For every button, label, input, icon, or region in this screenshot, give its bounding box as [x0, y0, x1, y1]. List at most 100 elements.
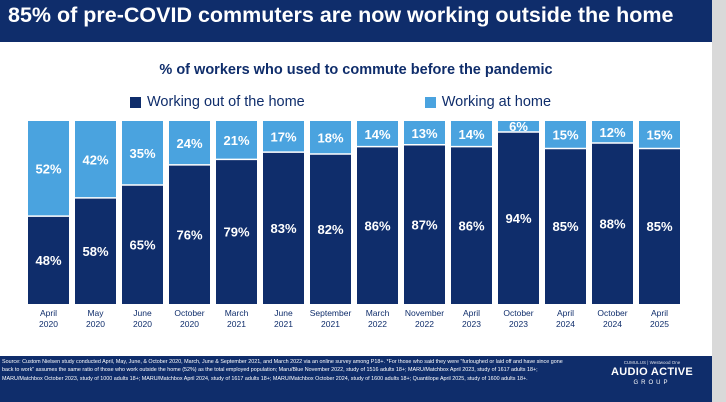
data-label-at-home: 17%: [270, 130, 296, 145]
data-label-at-home: 13%: [411, 126, 437, 141]
data-label-at-home: 24%: [176, 136, 202, 151]
bar-at-home: [357, 121, 398, 147]
data-label-at-home: 15%: [646, 128, 672, 143]
data-label-at-home: 14%: [458, 127, 484, 142]
stacked-bar-chart: 48%52%April202058%42%May202065%35%June20…: [28, 119, 680, 329]
data-label-out-of-home: 85%: [646, 219, 672, 234]
data-label-at-home: 6%: [509, 119, 528, 134]
logo-sub-text: GROUP: [633, 380, 671, 386]
data-label-out-of-home: 88%: [599, 216, 625, 231]
logo-main-text: AUDIO ACTIVE: [610, 366, 694, 378]
legend-label-out-of-home: Working out of the home: [147, 94, 305, 110]
x-tick-label-year: 2020: [86, 319, 105, 329]
bar-out-of-home: [310, 153, 351, 304]
chart-title: % of workers who used to commute before …: [159, 62, 553, 78]
x-tick-label-month: April: [651, 308, 668, 318]
bar-at-home: [545, 121, 586, 149]
bar-at-home: [451, 121, 492, 147]
bar-out-of-home: [169, 164, 210, 304]
data-label-at-home: 52%: [35, 162, 61, 177]
x-tick-label-month: April: [557, 308, 574, 318]
bar-out-of-home: [216, 159, 257, 304]
x-tick-label-year: 2021: [227, 319, 246, 329]
x-tick-label-month: April: [463, 308, 480, 318]
bar-at-home: [216, 121, 257, 160]
bar-at-home: [639, 121, 680, 149]
audio-active-group-logo: CUMULUS | Westwood One AUDIO ACTIVE GROU…: [596, 360, 708, 396]
legend-label-at-home: Working at home: [441, 94, 552, 110]
x-tick-label-month: October: [597, 308, 627, 318]
bar-at-home: [404, 121, 445, 145]
bar-out-of-home: [545, 148, 586, 304]
data-label-at-home: 42%: [82, 152, 108, 167]
data-label-at-home: 18%: [317, 130, 343, 145]
bar-out-of-home: [639, 148, 680, 304]
bar-at-home: [122, 121, 163, 186]
source-note: Source: Custom Nielsen study conducted A…: [2, 359, 563, 382]
x-tick-label-year: 2022: [368, 319, 387, 329]
x-tick-label-month: June: [274, 308, 293, 318]
data-label-out-of-home: 58%: [82, 244, 108, 259]
bar-out-of-home: [357, 146, 398, 304]
bar-at-home: [169, 121, 210, 165]
x-tick-label-month: November: [405, 308, 444, 318]
data-label-out-of-home: 76%: [176, 227, 202, 242]
data-label-at-home: 14%: [364, 127, 390, 142]
x-tick-label-month: April: [40, 308, 57, 318]
data-label-out-of-home: 82%: [317, 222, 343, 237]
logo-top-text: CUMULUS | Westwood One: [623, 360, 681, 365]
bar-at-home: [263, 121, 304, 153]
data-label-out-of-home: 83%: [270, 221, 296, 236]
x-tick-label-year: 2020: [180, 319, 199, 329]
x-tick-label-year: 2020: [133, 319, 152, 329]
data-label-out-of-home: 65%: [129, 238, 155, 253]
legend-entry-at-home: Working at home: [424, 94, 552, 110]
data-label-at-home: 15%: [552, 128, 578, 143]
x-tick-label-year: 2025: [650, 319, 669, 329]
bar-out-of-home: [263, 152, 304, 304]
x-tick-label-month: May: [87, 308, 104, 318]
x-tick-label-month: October: [174, 308, 204, 318]
bar-out-of-home: [75, 197, 116, 304]
x-tick-label-year: 2020: [39, 319, 58, 329]
legend-swatch-out-of-home: [130, 96, 141, 108]
data-label-out-of-home: 85%: [552, 219, 578, 234]
bar-out-of-home: [498, 131, 539, 304]
page-edge: [712, 0, 726, 402]
x-tick-label-year: 2024: [603, 319, 622, 329]
data-label-at-home: 12%: [599, 125, 625, 140]
x-tick-label-year: 2021: [274, 319, 293, 329]
data-label-out-of-home: 48%: [35, 253, 61, 268]
data-label-at-home: 35%: [129, 146, 155, 161]
chart-legend: Working out of the home Working at home: [130, 92, 551, 112]
x-tick-label-year: 2024: [556, 319, 575, 329]
x-tick-label-month: March: [366, 308, 390, 318]
data-label-out-of-home: 87%: [411, 217, 437, 232]
legend-swatch-at-home: [424, 96, 436, 108]
legend-entry-out-of-home: Working out of the home: [130, 94, 305, 110]
bar-at-home: [75, 121, 116, 198]
bar-at-home: [592, 121, 633, 143]
footer: Source: Custom Nielsen study conducted A…: [0, 356, 712, 402]
data-label-at-home: 21%: [223, 133, 249, 148]
data-label-out-of-home: 94%: [505, 211, 531, 226]
x-tick-label-month: September: [310, 308, 352, 318]
bar-out-of-home: [404, 144, 445, 304]
x-tick-label-year: 2022: [415, 319, 434, 329]
x-tick-label-year: 2023: [462, 319, 481, 329]
x-tick-label-year: 2021: [321, 319, 340, 329]
x-tick-label-month: October: [503, 308, 533, 318]
x-tick-label-year: 2023: [509, 319, 528, 329]
bar-out-of-home: [28, 216, 69, 304]
bar-at-home: [498, 121, 539, 132]
data-label-out-of-home: 86%: [458, 218, 484, 233]
bar-out-of-home: [592, 142, 633, 304]
bar-at-home: [28, 121, 69, 217]
bar-at-home: [310, 121, 351, 154]
data-label-out-of-home: 86%: [364, 218, 390, 233]
x-tick-label-month: March: [225, 308, 249, 318]
data-label-out-of-home: 79%: [223, 225, 249, 240]
x-tick-label-month: June: [133, 308, 152, 318]
page-title: 85% of pre-COVID commuters are now worki…: [0, 0, 712, 42]
bar-out-of-home: [451, 146, 492, 304]
